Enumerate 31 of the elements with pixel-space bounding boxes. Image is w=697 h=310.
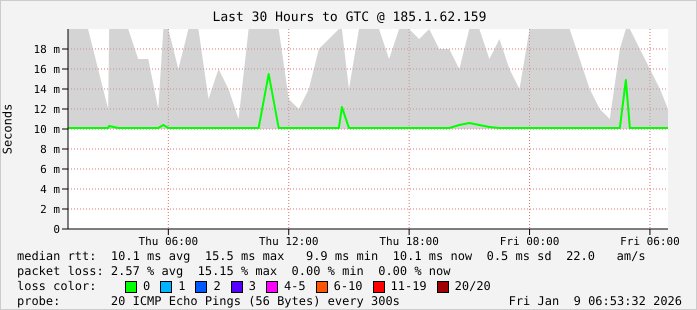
text: probe: 20 ICMP Echo Pings (56 Bytes) every 300s	[17, 294, 400, 309]
x-tick-label: Thu 12:00	[258, 234, 319, 248]
y-tick-label: 6 m	[40, 162, 60, 176]
legend-label: 2	[213, 279, 221, 294]
legend-label: 0	[143, 279, 150, 294]
text: packet loss: 2.57 % avg 15.15 % max 0.00 % min 0.00 % now	[17, 264, 452, 279]
y-tick-label: 8 m	[40, 142, 60, 156]
legend-label: 1	[178, 279, 186, 294]
y-tick-label: 2 m	[40, 202, 60, 216]
legend-label: 11-19	[390, 279, 427, 294]
legend-label: 4-5	[284, 279, 306, 294]
y-tick-label: 0	[53, 222, 60, 236]
x-tick-label: Fri 06:00	[620, 234, 680, 248]
text: Fri Jan 9 06:53:32 2026	[508, 294, 682, 309]
x-tick-label: Fri 00:00	[500, 234, 560, 248]
y-tick-label: 18 m	[34, 42, 60, 56]
legend-label: 6-10	[334, 279, 363, 294]
x-tick-label: Thu 06:00	[138, 234, 198, 248]
y-tick-label: 12 m	[34, 102, 60, 116]
x-tick-label: Thu 18:00	[379, 234, 439, 248]
y-axis-title: Seconds	[0, 104, 14, 154]
y-tick-label: 14 m	[34, 82, 60, 96]
y-tick-label: 16 m	[34, 62, 60, 76]
chart-title: Last 30 Hours to GTC @ 185.1.62.159	[212, 10, 488, 25]
text: median rtt: 10.1 ms avg 15.5 ms max 9.9 ms min 10.1 ms now 0.5 ms sd 22.0 am/s	[17, 249, 647, 264]
y-tick-label: 10 m	[34, 122, 60, 136]
legend-title: loss color:	[17, 279, 98, 294]
y-tick-label: 4 m	[40, 182, 60, 196]
legend-label: 3	[248, 279, 256, 294]
legend-label: 20/20	[454, 279, 491, 294]
line-series	[68, 73, 668, 129]
